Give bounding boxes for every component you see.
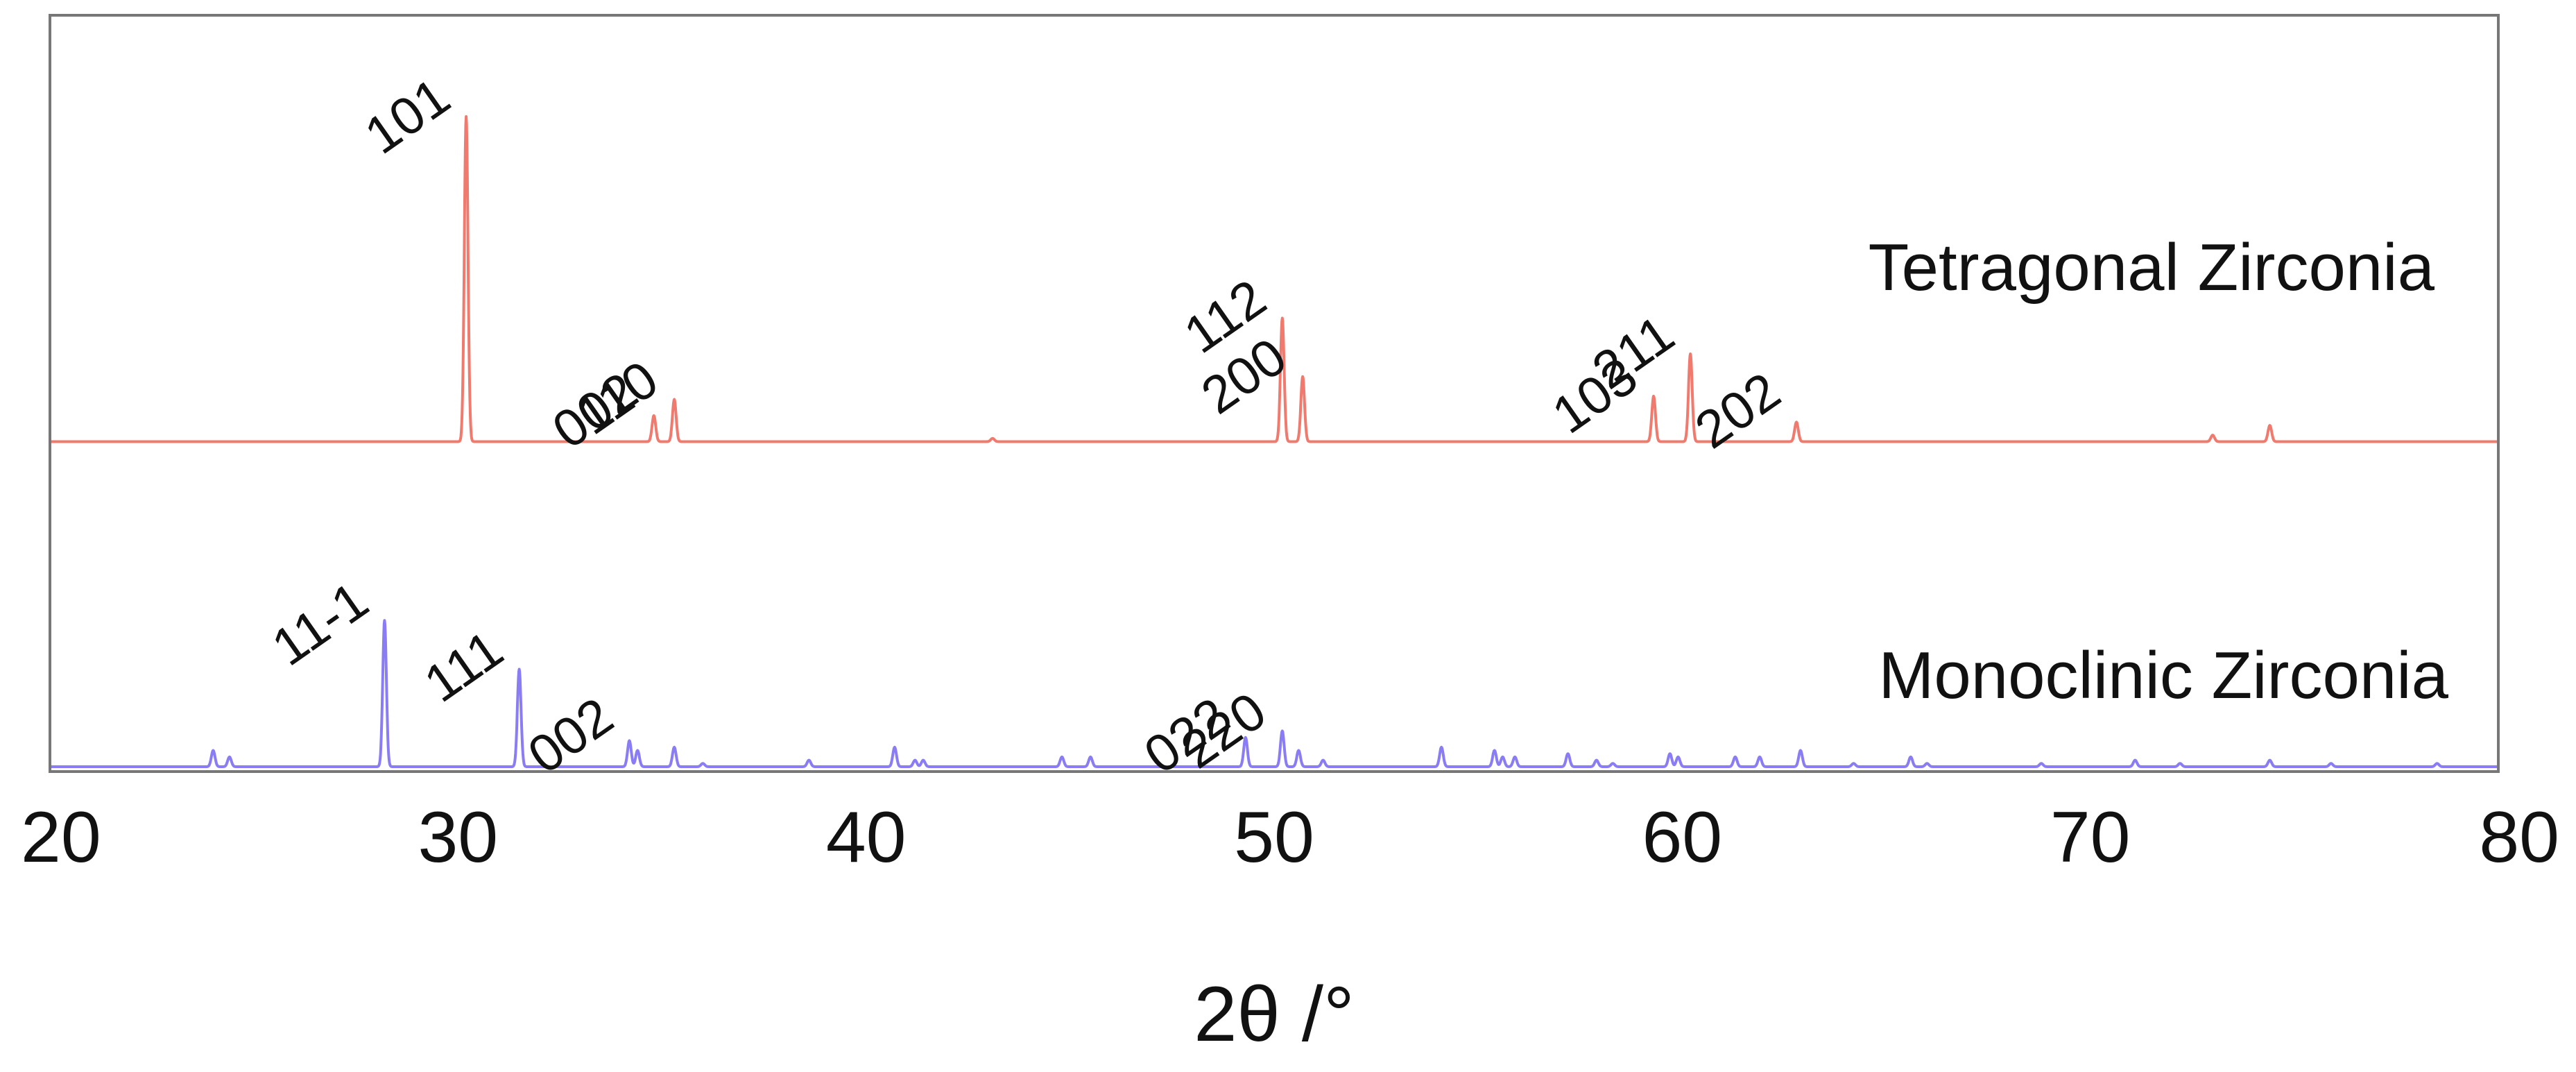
peak-point-monoclinic-zirconia-5 — [635, 749, 639, 753]
peak-point-monoclinic-zirconia-19 — [1493, 749, 1497, 753]
peak-point-monoclinic-zirconia-30 — [1851, 761, 1855, 765]
peak-point-monoclinic-zirconia-7 — [701, 761, 705, 765]
peak-point-monoclinic-zirconia-10 — [913, 758, 917, 763]
peak-point-tetragonal-zirconia-4 — [1280, 316, 1285, 321]
peak-point-tetragonal-zirconia-3 — [990, 436, 995, 441]
peak-point-tetragonal-zirconia-10 — [2268, 423, 2272, 427]
x-tick-label-60: 60 — [1642, 797, 1722, 878]
plot-series — [49, 114, 2500, 768]
peak-point-tetragonal-zirconia-8 — [1794, 420, 1798, 424]
peak-point-monoclinic-zirconia-8 — [807, 758, 811, 763]
plot-frame — [49, 14, 2500, 773]
peak-label-tetragonal-zirconia-101: 101 — [354, 67, 461, 165]
series-line-monoclinic-zirconia — [49, 619, 2500, 768]
peak-point-monoclinic-zirconia-35 — [2178, 761, 2182, 765]
peak-point-monoclinic-zirconia-4 — [627, 739, 631, 743]
x-tick-label-40: 40 — [826, 797, 907, 878]
peak-point-tetragonal-zirconia-7 — [1688, 352, 1692, 356]
peak-point-tetragonal-zirconia-9 — [2210, 433, 2215, 437]
peak-point-monoclinic-zirconia-16 — [1296, 749, 1300, 753]
x-tick-label-80: 80 — [2479, 797, 2559, 878]
peak-point-monoclinic-zirconia-0 — [211, 749, 215, 753]
peak-point-monoclinic-zirconia-9 — [893, 745, 897, 749]
peak-point-monoclinic-zirconia-37 — [2329, 761, 2333, 765]
x-tick-label-30: 30 — [418, 797, 498, 878]
peak-point-monoclinic-zirconia-26 — [1676, 755, 1680, 759]
peak-point-monoclinic-zirconia-29 — [1798, 749, 1803, 753]
peak-point-monoclinic-zirconia-1 — [227, 755, 232, 759]
peak-point-monoclinic-zirconia-23 — [1595, 758, 1599, 763]
x-tick-label-20: 20 — [21, 797, 101, 878]
peak-point-monoclinic-zirconia-18 — [1439, 745, 1443, 749]
peak-point-monoclinic-zirconia-36 — [2268, 758, 2272, 763]
series-name-monoclinic: Monoclinic Zirconia — [1878, 638, 2448, 713]
peak-point-monoclinic-zirconia-11 — [921, 758, 925, 763]
peak-point-monoclinic-zirconia-24 — [1611, 761, 1615, 765]
peak-label-monoclinic-zirconia-11-1: 11-1 — [261, 570, 379, 677]
peak-point-monoclinic-zirconia-2 — [382, 618, 386, 622]
x-tick-label-50: 50 — [1234, 797, 1314, 878]
peak-point-monoclinic-zirconia-21 — [1513, 755, 1517, 759]
peak-point-monoclinic-zirconia-38 — [2435, 761, 2439, 765]
peak-point-monoclinic-zirconia-3 — [517, 667, 522, 672]
peak-label-tetragonal-zirconia-202: 202 — [1685, 361, 1791, 460]
peak-point-monoclinic-zirconia-12 — [1060, 755, 1064, 759]
peak-point-monoclinic-zirconia-33 — [2039, 761, 2043, 765]
peak-point-monoclinic-zirconia-17 — [1321, 758, 1325, 763]
peak-point-tetragonal-zirconia-1 — [652, 414, 656, 418]
peak-point-monoclinic-zirconia-32 — [1925, 761, 1929, 765]
peak-point-monoclinic-zirconia-13 — [1088, 755, 1092, 759]
peak-point-tetragonal-zirconia-5 — [1300, 375, 1305, 379]
x-tick-label-70: 70 — [2050, 797, 2131, 878]
peak-label-monoclinic-zirconia-111: 111 — [414, 620, 513, 714]
series-line-tetragonal-zirconia — [49, 115, 2500, 443]
peak-point-monoclinic-zirconia-15 — [1280, 729, 1285, 733]
peak-point-monoclinic-zirconia-27 — [1733, 755, 1737, 759]
x-axis-ticks: 20 30 40 50 60 70 80 — [21, 797, 2559, 878]
peak-point-monoclinic-zirconia-22 — [1566, 751, 1570, 756]
series-name-tetragonal: Tetragonal Zirconia — [1869, 230, 2435, 305]
peak-point-monoclinic-zirconia-28 — [1758, 755, 1762, 759]
peak-point-monoclinic-zirconia-20 — [1501, 755, 1505, 759]
peak-point-tetragonal-zirconia-0 — [464, 114, 468, 119]
peak-point-monoclinic-zirconia-34 — [2133, 758, 2137, 763]
peak-point-tetragonal-zirconia-6 — [1651, 394, 1656, 398]
peak-point-monoclinic-zirconia-25 — [1668, 751, 1672, 756]
peak-point-monoclinic-zirconia-31 — [1909, 755, 1913, 759]
x-axis-label: 2θ /° — [1194, 971, 1355, 1057]
peak-point-tetragonal-zirconia-2 — [672, 398, 676, 402]
peak-point-monoclinic-zirconia-6 — [672, 745, 676, 749]
